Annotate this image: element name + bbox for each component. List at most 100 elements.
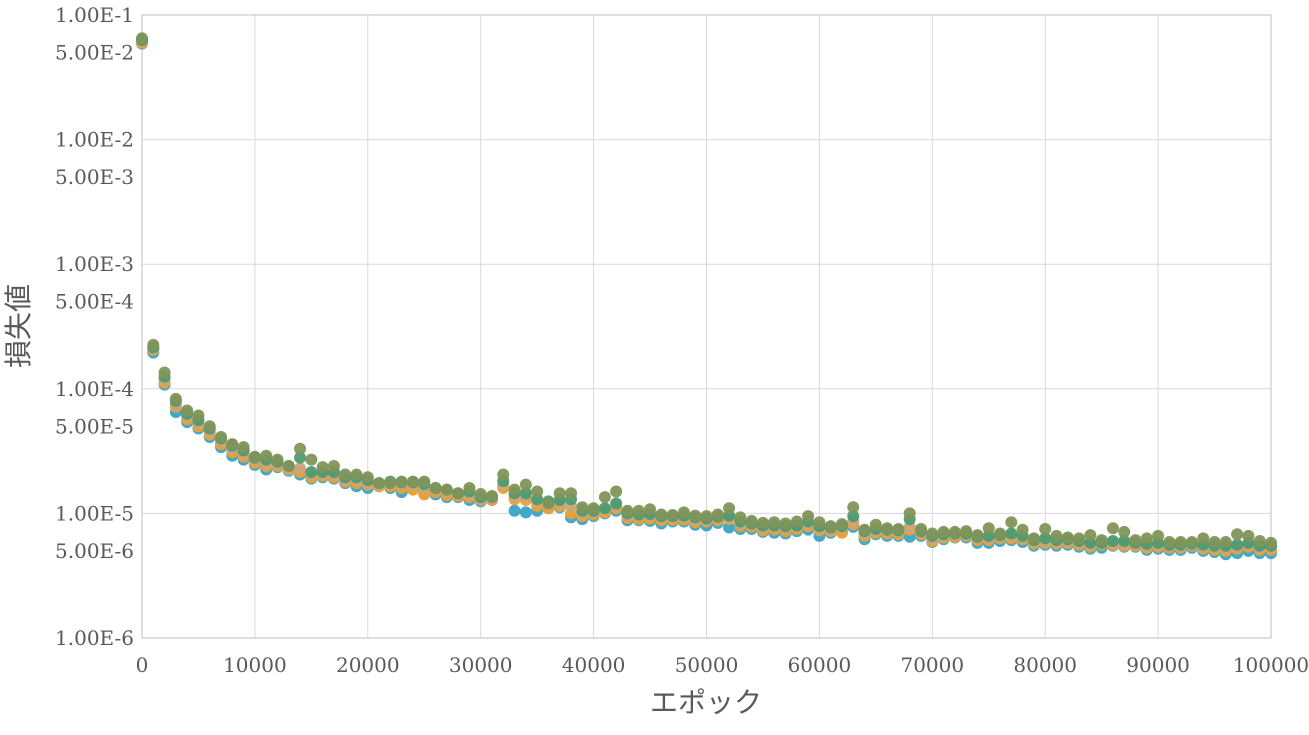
x-tick-label: 30000 xyxy=(449,653,513,677)
data-point xyxy=(666,509,679,522)
data-point xyxy=(960,525,973,538)
data-point xyxy=(892,522,905,535)
data-point xyxy=(158,366,171,379)
data-point xyxy=(994,527,1007,540)
data-point xyxy=(790,515,803,528)
data-point xyxy=(1106,522,1119,535)
y-tick-label: 5.00E-5 xyxy=(55,414,134,438)
data-point xyxy=(361,471,374,484)
data-point xyxy=(474,488,487,501)
data-point xyxy=(1174,535,1187,548)
data-point xyxy=(621,504,634,517)
data-point xyxy=(576,501,589,514)
data-point xyxy=(903,507,916,520)
data-point xyxy=(1231,538,1244,551)
data-point xyxy=(734,511,747,524)
y-tick-label: 1.00E-3 xyxy=(55,252,134,276)
data-point xyxy=(463,481,476,494)
data-point xyxy=(644,503,657,516)
data-point xyxy=(282,460,295,473)
data-point xyxy=(587,502,600,515)
data-point xyxy=(169,392,182,405)
data-point xyxy=(553,487,566,500)
data-point xyxy=(418,475,431,488)
y-tick-label: 1.00E-5 xyxy=(55,501,134,525)
data-point xyxy=(226,438,239,451)
data-point xyxy=(294,451,307,464)
data-point xyxy=(452,487,465,500)
data-point xyxy=(305,465,318,478)
data-point xyxy=(869,518,882,531)
data-point xyxy=(982,522,995,535)
data-point xyxy=(824,520,837,533)
y-tick-label: 1.00E-1 xyxy=(55,3,134,27)
data-point xyxy=(1095,534,1108,547)
data-point xyxy=(316,461,329,474)
y-tick-label: 1.00E-2 xyxy=(55,128,134,152)
y-axis-ticks: 1.00E-1 5.00E-2 1.00E-2 5.00E-3 1.00E-3 5.00E… xyxy=(55,3,134,650)
data-point xyxy=(215,431,228,444)
data-point xyxy=(294,442,307,455)
y-tick-label: 5.00E-6 xyxy=(55,539,134,563)
data-point xyxy=(181,404,194,417)
data-point xyxy=(948,525,961,538)
data-point xyxy=(1140,532,1153,545)
data-point xyxy=(813,516,826,529)
data-point xyxy=(1163,535,1176,548)
data-point xyxy=(598,502,611,515)
data-point xyxy=(1073,532,1086,545)
data-point xyxy=(723,521,736,534)
data-point xyxy=(192,409,205,422)
data-point xyxy=(350,468,363,481)
data-point xyxy=(203,420,216,433)
data-point xyxy=(1106,535,1119,548)
data-point xyxy=(1039,532,1052,545)
data-point xyxy=(711,508,724,521)
data-point xyxy=(305,453,318,466)
data-point xyxy=(723,502,736,515)
data-point xyxy=(802,510,815,523)
data-point xyxy=(531,485,544,498)
data-point xyxy=(395,475,408,488)
x-tick-label: 90000 xyxy=(1126,653,1190,677)
data-point xyxy=(835,518,848,531)
data-point xyxy=(260,449,273,462)
data-point xyxy=(1129,534,1142,547)
x-tick-label: 60000 xyxy=(788,653,852,677)
data-point xyxy=(565,487,578,500)
data-point xyxy=(519,478,532,491)
data-point xyxy=(847,510,860,523)
data-point xyxy=(1118,525,1131,538)
data-point xyxy=(406,475,419,488)
x-axis-title: エポック xyxy=(650,686,762,719)
data-point xyxy=(1039,522,1052,535)
data-point xyxy=(327,460,340,473)
data-point xyxy=(768,516,781,529)
y-tick-label: 5.00E-2 xyxy=(55,41,134,65)
data-point xyxy=(632,504,645,517)
data-point xyxy=(1265,536,1277,549)
x-tick-label: 80000 xyxy=(1013,653,1077,677)
data-point xyxy=(339,468,352,481)
data-point xyxy=(700,510,713,523)
x-tick-label: 100000 xyxy=(1233,653,1309,677)
y-tick-label: 5.00E-3 xyxy=(55,165,134,189)
data-point xyxy=(926,527,939,540)
data-point xyxy=(1152,529,1165,542)
data-point xyxy=(519,506,532,519)
data-point xyxy=(1208,535,1221,548)
data-point xyxy=(745,514,758,527)
data-point xyxy=(1005,516,1018,529)
data-point xyxy=(1253,535,1266,548)
data-point xyxy=(779,517,792,530)
data-point xyxy=(542,497,555,510)
y-tick-label: 1.00E-6 xyxy=(55,626,134,650)
x-axis-ticks: 0 10000 20000 30000 40000 50000 60000 70000 8000… xyxy=(136,653,1309,677)
data-point xyxy=(756,516,769,529)
data-point xyxy=(271,453,284,466)
data-point xyxy=(610,497,623,510)
data-point xyxy=(677,506,690,519)
data-point xyxy=(1084,529,1097,542)
data-point xyxy=(294,462,307,475)
